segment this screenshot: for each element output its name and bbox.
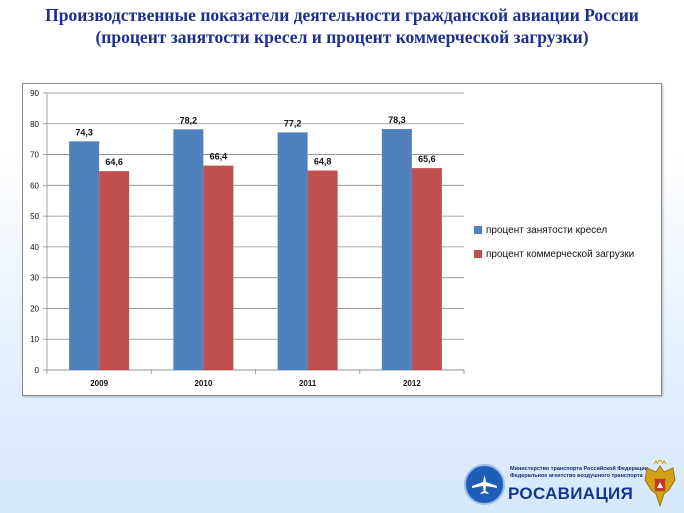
x-tick-label: 2009	[90, 379, 108, 388]
data-label: 64,8	[314, 157, 332, 167]
title-line-2: (процент занятости кресел и процент комм…	[95, 27, 589, 47]
bar-commercial-load-2009	[99, 171, 130, 370]
double-headed-eagle-icon	[644, 460, 676, 508]
legend-label: процент коммерческой загрузки	[486, 248, 635, 260]
y-tick-label: 70	[30, 151, 39, 160]
y-tick-label: 60	[30, 181, 39, 190]
org-subtitle: Министерство транспорта Российской Федер…	[510, 466, 648, 480]
data-label: 66,4	[210, 152, 228, 162]
bar-seat-occupancy-2010	[173, 129, 204, 370]
bar-chart: 0 10 20 30 40 50 60 70 80 90 74,3 64,6 2009 78,2 66,4 2…	[30, 89, 465, 388]
data-label: 77,2	[284, 118, 302, 128]
x-tick-label: 2010	[194, 379, 212, 388]
data-label: 74,3	[75, 127, 93, 137]
y-tick-label: 80	[30, 120, 39, 129]
org-name: РОСАВИАЦИЯ	[508, 484, 634, 503]
bar-seat-occupancy-2012	[381, 129, 412, 370]
airplane-emblem-icon	[464, 464, 505, 505]
data-label: 65,6	[418, 154, 436, 164]
bar-seat-occupancy-2011	[277, 132, 308, 370]
data-label: 78,3	[388, 115, 406, 125]
x-tick-label: 2011	[299, 379, 317, 388]
legend-item: процент коммерческой загрузки	[474, 248, 634, 260]
bar-commercial-load-2012	[411, 168, 442, 370]
chart-frame: 0 10 20 30 40 50 60 70 80 90 74,3 64,6 2009 78,2 66,4 2…	[22, 83, 662, 396]
y-tick-label: 10	[30, 335, 39, 344]
org-line-2: Федеральное агентство воздушного транспо…	[510, 473, 643, 479]
bar-commercial-load-2010	[203, 165, 234, 370]
data-label: 78,2	[180, 115, 198, 125]
legend-item: процент занятости кресел	[474, 224, 634, 236]
footer-logo: Министерство транспорта Российской Федер…	[462, 458, 684, 513]
y-tick-label: 40	[30, 243, 39, 252]
chart-legend: процент занятости кресел процент коммерче…	[474, 224, 634, 272]
y-tick-label: 30	[30, 274, 39, 283]
slide-title: Производственные показатели деятельности…	[0, 4, 684, 48]
legend-label: процент занятости кресел	[486, 224, 608, 236]
legend-swatch	[474, 250, 482, 258]
y-tick-label: 0	[35, 366, 40, 375]
y-tick-label: 20	[30, 304, 39, 313]
y-tick-label: 90	[30, 89, 39, 98]
x-tick-label: 2012	[403, 379, 421, 388]
legend-swatch	[474, 226, 482, 234]
y-tick-label: 50	[30, 212, 39, 221]
org-line-1: Министерство транспорта Российской Федер…	[510, 466, 649, 472]
bar-seat-occupancy-2009	[69, 141, 100, 370]
bar-commercial-load-2011	[307, 170, 338, 370]
data-label: 64,6	[105, 157, 123, 167]
title-line-1: Производственные показатели деятельности…	[45, 5, 639, 25]
